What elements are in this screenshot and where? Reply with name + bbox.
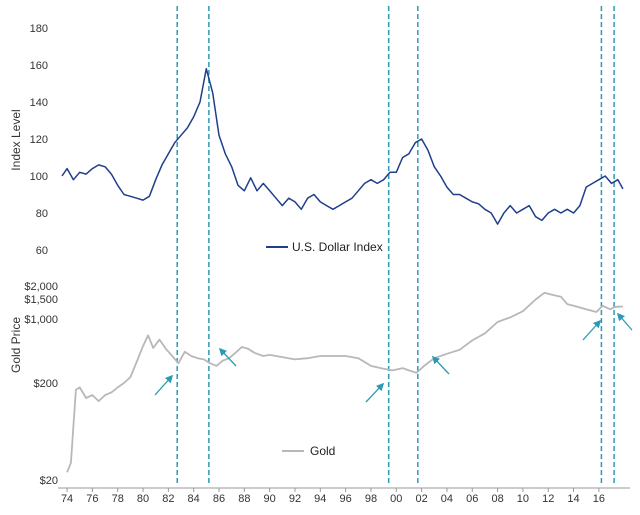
x-tick-label: 74 xyxy=(61,493,73,505)
dollar-y-tick-label: 180 xyxy=(30,23,48,35)
gold-y-tick-label: $200 xyxy=(34,378,58,390)
gold-legend: Gold xyxy=(282,444,335,458)
gold-y-tick-label: $1,500 xyxy=(24,294,58,306)
x-tick-label: 12 xyxy=(542,493,554,505)
x-tick-label: 96 xyxy=(340,493,352,505)
dollar-index-panel: Index Level 180 160 140 120 100 80 60 U.S. Dol… xyxy=(9,23,624,257)
x-tick-label: 06 xyxy=(466,493,478,505)
x-tick-label: 78 xyxy=(112,493,124,505)
x-tick-label: 84 xyxy=(188,493,200,505)
event-arrow xyxy=(365,382,385,403)
event-arrow xyxy=(154,374,174,396)
dollar-y-tick-label: 60 xyxy=(36,245,48,257)
dollar-y-tick-label: 80 xyxy=(36,208,48,220)
event-lines xyxy=(176,6,615,484)
dollar-y-axis-title: Index Level xyxy=(9,109,23,170)
gold-price-line xyxy=(66,291,623,473)
gold-y-tick-label: $1,000 xyxy=(24,314,58,326)
x-tick-label: 82 xyxy=(162,493,174,505)
event-arrow xyxy=(582,319,602,341)
gold-legend-label: Gold xyxy=(310,444,335,458)
x-tick-label: 76 xyxy=(86,493,98,505)
dollar-y-tick-label: 100 xyxy=(30,171,48,183)
x-tick-label: 10 xyxy=(517,493,529,505)
x-tick-label: 98 xyxy=(365,493,377,505)
x-tick-label: 14 xyxy=(567,493,579,505)
gold-y-tick-label: $2,000 xyxy=(24,281,58,293)
dollar-y-tick-label: 160 xyxy=(30,60,48,72)
event-arrows xyxy=(154,312,633,403)
dollar-y-tick-label: 140 xyxy=(30,97,48,109)
dollar-index-line xyxy=(61,67,624,225)
dollar-legend-label: U.S. Dollar Index xyxy=(292,240,383,254)
x-tick-label: 00 xyxy=(390,493,402,505)
event-arrow xyxy=(218,347,237,367)
x-tick-label: 94 xyxy=(314,493,326,505)
x-tick-label: 02 xyxy=(415,493,427,505)
gold-y-tick-label: $20 xyxy=(40,475,58,487)
gold-panel: Gold Price $2,000$1,500 $1,000 $200 $20 Gol… xyxy=(9,281,633,487)
x-tick-label: 92 xyxy=(289,493,301,505)
gold-y-axis-title: Gold Price xyxy=(9,317,23,373)
event-arrow xyxy=(431,355,450,375)
x-ticks: 74 76 78 80 82 84 86 88 90 92 94 96 98 00 02 04 06 08 10 12… xyxy=(61,488,605,505)
event-arrow xyxy=(616,312,633,331)
dollar-legend: U.S. Dollar Index xyxy=(266,240,383,254)
x-tick-label: 86 xyxy=(213,493,225,505)
dollar-y-tick-label: 120 xyxy=(30,134,48,146)
dollar-y-ticks: 180 160 140 120 100 80 60 xyxy=(30,23,48,257)
x-tick-label: 88 xyxy=(238,493,250,505)
gold-y-ticks: $2,000$1,500 $1,000 $200 $20 xyxy=(24,281,58,487)
x-axis: 74 76 78 80 82 84 86 88 90 92 94 96 98 00 02 04 06 08 10 12… xyxy=(58,487,630,505)
x-tick-label: 90 xyxy=(264,493,276,505)
x-tick-label: 16 xyxy=(593,493,605,505)
x-tick-label: 80 xyxy=(137,493,149,505)
x-tick-label: 08 xyxy=(491,493,503,505)
x-tick-label: 04 xyxy=(441,493,453,505)
